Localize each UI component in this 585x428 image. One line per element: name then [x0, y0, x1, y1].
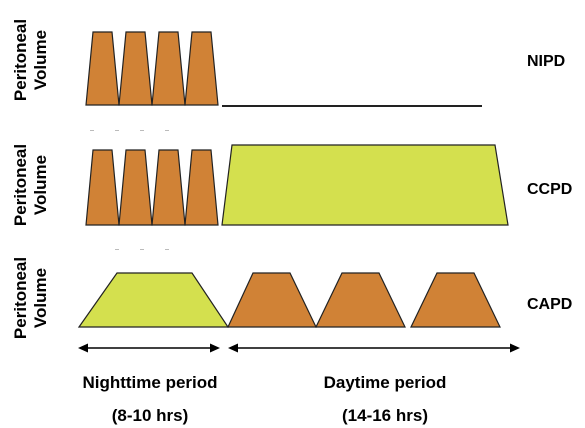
- modality-label: NIPD: [527, 53, 565, 70]
- y-axis-label: Volume: [31, 155, 50, 215]
- modality-label: CCPD: [527, 181, 572, 198]
- night-period-label: Nighttime period: [82, 373, 217, 392]
- y-axis-label: Peritoneal: [11, 257, 30, 339]
- night-exchanges: [85, 31, 219, 106]
- day-period-duration: (14-16 hrs): [342, 406, 428, 425]
- night-period-duration: (8-10 hrs): [112, 406, 189, 425]
- y-axis-label: Peritoneal: [11, 144, 30, 226]
- row-nipd: Peritoneal Volume NIPD: [11, 19, 565, 107]
- day-period-arrow: [228, 343, 520, 353]
- exchange-cycle: [118, 149, 153, 226]
- night-long-dwell: [77, 272, 230, 328]
- modality-label: CAPD: [527, 296, 572, 313]
- exchange-cycle: [184, 31, 219, 106]
- exchange-cycle: [85, 31, 120, 106]
- y-axis-label: Volume: [31, 268, 50, 328]
- y-axis-label: Peritoneal: [11, 19, 30, 101]
- day-period-label: Daytime period: [324, 373, 447, 392]
- exchange-cycle: [315, 272, 406, 328]
- day-exchanges: [227, 272, 501, 328]
- exchange-cycle: [410, 272, 501, 328]
- row-separator-marks: [90, 130, 169, 250]
- row-ccpd: Peritoneal Volume CCPD: [11, 144, 572, 226]
- exchange-cycle: [151, 31, 186, 106]
- exchange-cycle: [85, 149, 120, 226]
- y-axis-label: Volume: [31, 30, 50, 90]
- night-period-arrow: [78, 343, 220, 353]
- day-long-dwell: [221, 144, 509, 226]
- row-capd: Peritoneal Volume CAPD: [11, 257, 572, 339]
- exchange-cycle: [151, 149, 186, 226]
- exchange-cycle: [227, 272, 317, 328]
- night-exchanges: [85, 149, 219, 226]
- exchange-cycle: [184, 149, 219, 226]
- exchange-cycle: [118, 31, 153, 106]
